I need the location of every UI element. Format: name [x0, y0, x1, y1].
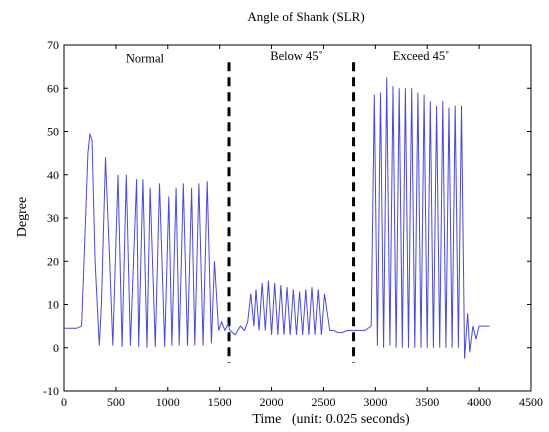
y-tick-label: 0 [53, 341, 59, 355]
divider-lines [227, 62, 356, 363]
section-annotation: Below 45˚ [270, 49, 322, 63]
x-tick-label: 1500 [208, 395, 232, 409]
section-annotations: Normal Below 45˚ Exceed 45˚ [126, 49, 449, 65]
x-axis-ticks: 0 500 1000 1500 2000 2500 3000 3500 4000 4500 [61, 45, 543, 409]
y-tick-label: -10 [43, 384, 59, 398]
y-tick-label: 70 [47, 38, 59, 52]
chart-title: Angle of Shank (SLR) [247, 9, 364, 24]
y-tick-label: 30 [47, 211, 59, 225]
y-axis-label: Degree [15, 197, 30, 237]
section-annotation: Exceed 45˚ [393, 49, 450, 63]
plot-frame [63, 44, 532, 392]
x-tick-label: 500 [107, 395, 125, 409]
x-axis-label: Time (unit: 0.025 seconds) [252, 412, 410, 427]
x-tick-label: 1000 [156, 395, 180, 409]
section-annotation: Normal [126, 51, 165, 65]
series-line-angle [64, 77, 490, 359]
x-tick-label: 3500 [415, 395, 439, 409]
x-tick-label: 4000 [467, 395, 491, 409]
y-tick-label: 50 [47, 125, 59, 139]
x-tick-label: 3000 [363, 395, 387, 409]
x-tick-label: 2000 [260, 395, 284, 409]
x-tick-label: 2500 [311, 395, 335, 409]
y-tick-label: 10 [47, 298, 59, 312]
x-tick-label: 4500 [519, 395, 543, 409]
y-tick-label: 20 [47, 254, 59, 268]
y-tick-label: 60 [47, 81, 59, 95]
y-axis-ticks: -10 0 10 20 30 40 50 60 70 [43, 38, 531, 398]
y-tick-label: 40 [47, 168, 59, 182]
x-tick-label: 0 [61, 395, 67, 409]
